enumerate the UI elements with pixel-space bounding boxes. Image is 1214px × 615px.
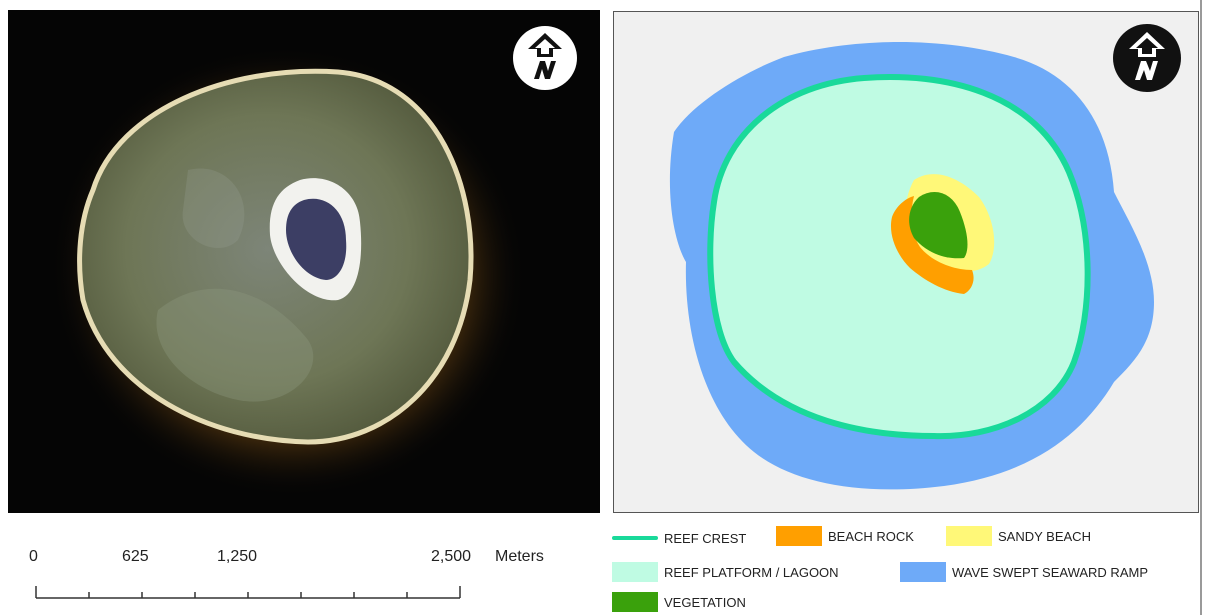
satellite-atoll-graphic [50,46,526,498]
scale-bar-ruler [35,586,461,599]
legend-label: BEACH ROCK [828,528,914,544]
satellite-image [8,10,600,513]
vegetation-area [909,192,968,259]
reef-platform-area [707,74,1091,440]
legend-item-wave-swept: WAVE SWEPT SEAWARD RAMP [900,561,1148,583]
legend-item-reef-crest: REEF CREST [612,527,746,549]
legend-label: VEGETATION [664,594,746,610]
legend-item-sandy-beach: SANDY BEACH [946,525,1091,547]
habitat-map-graphic [669,42,1154,490]
frame-border [1200,0,1202,615]
scale-tick-label: 625 [122,548,149,565]
north-arrow-icon [1112,23,1182,98]
legend-item-beach-rock: BEACH ROCK [776,525,914,547]
legend-label: WAVE SWEPT SEAWARD RAMP [952,564,1148,580]
scale-tick-label: 1,250 [217,548,258,565]
legend-swatch [612,562,658,582]
legend-label: REEF PLATFORM / LAGOON [664,564,839,580]
legend-item-reef-platform: REEF PLATFORM / LAGOON [612,561,839,583]
scale-unit-label: Meters [495,548,544,565]
north-arrow-icon [512,25,578,96]
legend-label: SANDY BEACH [998,528,1091,544]
legend-label: REEF CREST [664,530,747,546]
legend-swatch [776,526,822,546]
scale-bar: 0 625 1,250 2,500 Meters [0,540,590,610]
legend-item-vegetation: VEGETATION [612,591,746,613]
legend-swatch [946,526,992,546]
scale-tick-label: 2,500 [431,548,472,565]
legend-swatch [900,562,946,582]
scale-tick-label: 0 [29,548,38,565]
legend-swatch [612,536,658,540]
habitat-map [613,11,1199,513]
legend-swatch [612,592,658,612]
